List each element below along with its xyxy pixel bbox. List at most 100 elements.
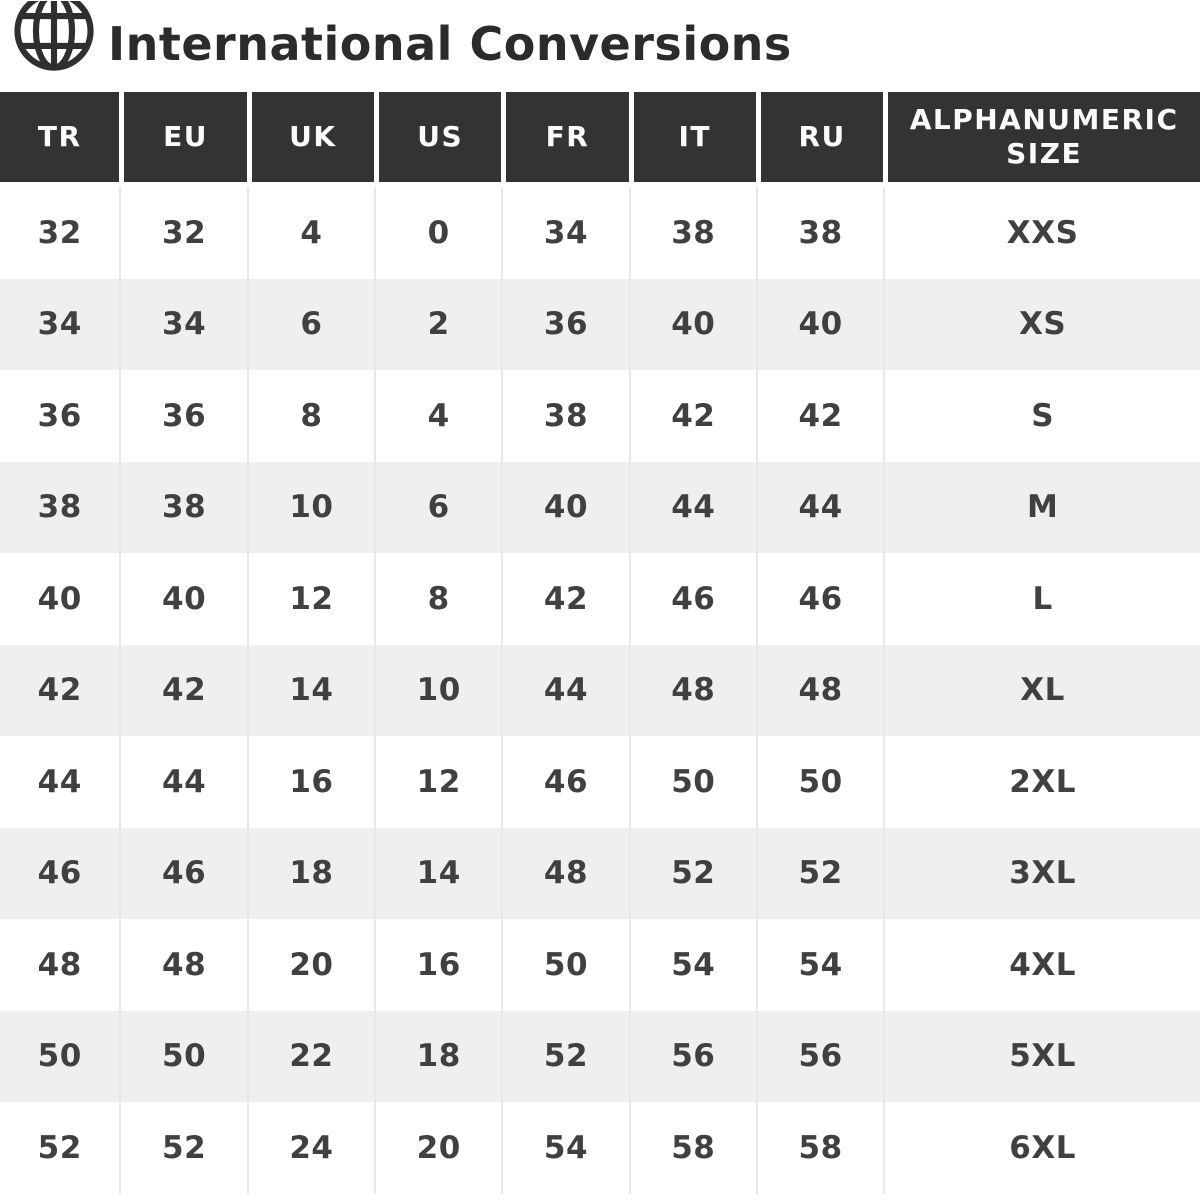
table-row: 48 48 20 16 50 54 54 4XL	[0, 919, 1200, 1011]
value-cell: 44	[501, 644, 629, 736]
table-row: 46 46 18 14 48 52 52 3XL	[0, 827, 1200, 919]
value-cell: 48	[755, 644, 884, 736]
size-cell: 2XL	[883, 736, 1200, 828]
value-cell: 50	[0, 1010, 120, 1102]
value-cell: 42	[628, 370, 756, 462]
value-cell: 50	[628, 736, 756, 828]
size-cell: L	[883, 553, 1200, 645]
value-cell: 14	[246, 644, 375, 736]
value-cell: 38	[501, 370, 629, 462]
value-cell: 12	[374, 736, 502, 828]
table-row: 40 40 12 8 42 46 46 L	[0, 553, 1200, 645]
value-cell: 44	[755, 461, 884, 553]
value-cell: 34	[501, 187, 629, 279]
size-cell: M	[883, 461, 1200, 553]
value-cell: 52	[628, 827, 756, 919]
table-row: 34 34 6 2 36 40 40 XS	[0, 278, 1200, 370]
value-cell: 22	[246, 1010, 375, 1102]
value-cell: 38	[119, 461, 247, 553]
value-cell: 54	[501, 1102, 629, 1194]
table-header: TR EU UK US FR IT RU ALPHANUMERIC SIZE	[0, 92, 1200, 187]
table-row: 32 32 4 0 34 38 38 XXS	[0, 187, 1200, 279]
value-cell: 8	[246, 370, 375, 462]
value-cell: 46	[119, 827, 247, 919]
value-cell: 36	[119, 370, 247, 462]
value-cell: 50	[119, 1010, 247, 1102]
table-header-row: TR EU UK US FR IT RU ALPHANUMERIC SIZE	[0, 92, 1200, 187]
value-cell: 56	[755, 1010, 884, 1102]
value-cell: 48	[628, 644, 756, 736]
value-cell: 52	[0, 1102, 120, 1194]
header-cell-ru: RU	[755, 92, 884, 187]
table-row: 50 50 22 18 52 56 56 5XL	[0, 1010, 1200, 1102]
value-cell: 46	[0, 827, 120, 919]
value-cell: 52	[501, 1010, 629, 1102]
value-cell: 40	[628, 278, 756, 370]
table-row: 36 36 8 4 38 42 42 S	[0, 370, 1200, 462]
table-row: 38 38 10 6 40 44 44 M	[0, 461, 1200, 553]
value-cell: 42	[119, 644, 247, 736]
size-cell: 6XL	[883, 1102, 1200, 1194]
value-cell: 18	[246, 827, 375, 919]
value-cell: 50	[755, 736, 884, 828]
value-cell: 6	[246, 278, 375, 370]
value-cell: 48	[119, 919, 247, 1011]
size-cell: XXS	[883, 187, 1200, 279]
value-cell: 8	[374, 553, 502, 645]
size-cell: S	[883, 370, 1200, 462]
value-cell: 52	[755, 827, 884, 919]
conversion-table: TR EU UK US FR IT RU ALPHANUMERIC SIZE 32 32 4 0 34…	[0, 92, 1200, 1194]
value-cell: 20	[246, 919, 375, 1011]
value-cell: 34	[119, 278, 247, 370]
header-cell-tr: TR	[0, 92, 120, 187]
size-cell: 5XL	[883, 1010, 1200, 1102]
size-cell: XL	[883, 644, 1200, 736]
size-cell: XS	[883, 278, 1200, 370]
value-cell: 4	[246, 187, 375, 279]
value-cell: 58	[628, 1102, 756, 1194]
value-cell: 56	[628, 1010, 756, 1102]
value-cell: 36	[0, 370, 120, 462]
size-cell: 3XL	[883, 827, 1200, 919]
value-cell: 42	[501, 553, 629, 645]
value-cell: 50	[501, 919, 629, 1011]
value-cell: 24	[246, 1102, 375, 1194]
value-cell: 40	[0, 553, 120, 645]
table-row: 52 52 24 20 54 58 58 6XL	[0, 1102, 1200, 1194]
value-cell: 32	[119, 187, 247, 279]
size-cell: 4XL	[883, 919, 1200, 1011]
value-cell: 42	[755, 370, 884, 462]
value-cell: 16	[374, 919, 502, 1011]
value-cell: 18	[374, 1010, 502, 1102]
value-cell: 48	[501, 827, 629, 919]
value-cell: 34	[0, 278, 120, 370]
value-cell: 46	[755, 553, 884, 645]
value-cell: 38	[755, 187, 884, 279]
value-cell: 32	[0, 187, 120, 279]
value-cell: 38	[0, 461, 120, 553]
header-cell-us: US	[374, 92, 502, 187]
value-cell: 54	[628, 919, 756, 1011]
value-cell: 44	[628, 461, 756, 553]
value-cell: 40	[755, 278, 884, 370]
value-cell: 0	[374, 187, 502, 279]
value-cell: 46	[628, 553, 756, 645]
value-cell: 44	[0, 736, 120, 828]
value-cell: 36	[501, 278, 629, 370]
value-cell: 38	[628, 187, 756, 279]
header-cell-eu: EU	[119, 92, 247, 187]
value-cell: 44	[119, 736, 247, 828]
page-header: International Conversions	[0, 0, 1200, 92]
value-cell: 40	[119, 553, 247, 645]
value-cell: 40	[501, 461, 629, 553]
value-cell: 10	[246, 461, 375, 553]
value-cell: 54	[755, 919, 884, 1011]
value-cell: 52	[119, 1102, 247, 1194]
value-cell: 20	[374, 1102, 502, 1194]
value-cell: 16	[246, 736, 375, 828]
header-cell-alphanumeric-size: ALPHANUMERIC SIZE	[883, 92, 1200, 187]
table-row: 42 42 14 10 44 48 48 XL	[0, 644, 1200, 736]
value-cell: 4	[374, 370, 502, 462]
value-cell: 6	[374, 461, 502, 553]
